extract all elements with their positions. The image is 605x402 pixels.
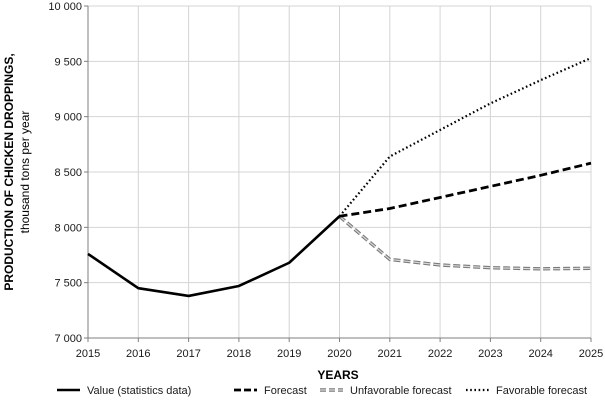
chart-axes <box>84 5 592 342</box>
legend-item: Value (statistics data) <box>57 385 191 397</box>
series-line-unfavorable <box>338 214 592 271</box>
x-tick-label: 2023 <box>478 348 502 360</box>
x-tick-labels: 2015 2016 2017 2018 2019 2020 2021 2022 2023 2024… <box>76 348 603 360</box>
y-tick-label: 7 000 <box>54 333 82 345</box>
series-line-favorable <box>338 57 592 217</box>
x-tick-label: 2024 <box>528 348 552 360</box>
y-tick-label: 8 000 <box>54 222 82 234</box>
x-tick-label: 2019 <box>277 348 301 360</box>
x-axis-title: YEARS <box>317 368 358 382</box>
series-line-unfavorable-outer <box>338 214 592 271</box>
x-tick-label: 2015 <box>76 348 100 360</box>
x-tick-label: 2018 <box>227 348 251 360</box>
y-tick-label: 9 000 <box>54 112 82 124</box>
y-axis-title-sub: thousand tons per year <box>18 111 32 234</box>
data-series <box>87 57 592 298</box>
legend-label: Unfavorable forecast <box>350 385 452 397</box>
x-tick-label: 2017 <box>176 348 200 360</box>
legend-label: Favorable forecast <box>496 385 587 397</box>
x-tick-label: 2016 <box>126 348 150 360</box>
legend-item: Favorable forecast <box>466 385 587 397</box>
y-tick-label: 9 500 <box>54 56 82 68</box>
x-tick-label: 2021 <box>378 348 402 360</box>
y-axis-title: PRODUCTION OF CHICKEN DROPPINGS, thousan… <box>2 53 32 290</box>
gridlines <box>87 5 592 339</box>
series-line-forecast <box>339 161 592 218</box>
x-tick-label: 2025 <box>579 348 603 360</box>
y-tick-label: 8 500 <box>54 167 82 179</box>
legend-label: Value (statistics data) <box>87 385 191 397</box>
series-line-statistics <box>87 215 341 298</box>
series-line-unfavorable-inner <box>339 215 592 270</box>
y-axis-title-main: PRODUCTION OF CHICKEN DROPPINGS, <box>2 53 16 290</box>
legend-item: Unfavorable forecast <box>320 385 452 397</box>
y-tick-label: 10 000 <box>48 1 82 13</box>
x-tick-label: 2020 <box>327 348 351 360</box>
y-tick-labels: 7 000 7 500 8 000 8 500 9 000 9 500 10 000 <box>48 1 82 345</box>
legend-item: Forecast <box>234 385 307 397</box>
legend: Value (statistics data) Forecast Unfavorab… <box>57 385 587 397</box>
legend-label: Forecast <box>264 385 307 397</box>
x-tick-label: 2022 <box>428 348 452 360</box>
y-tick-label: 7 500 <box>54 278 82 290</box>
